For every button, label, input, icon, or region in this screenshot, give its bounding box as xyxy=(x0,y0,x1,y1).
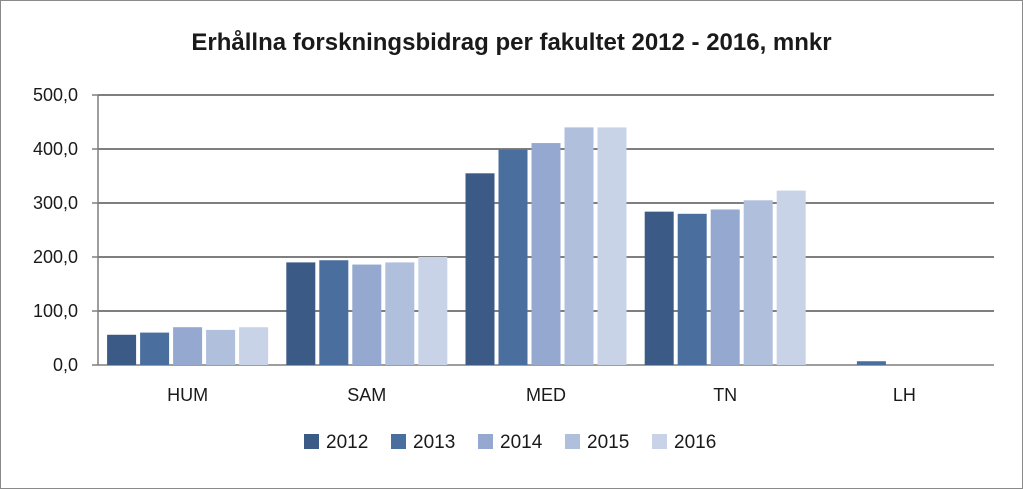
x-tick-label: SAM xyxy=(347,385,386,405)
legend-swatch xyxy=(565,434,580,449)
legend-swatch xyxy=(304,434,319,449)
bar-med-2015 xyxy=(564,127,594,366)
bar-sam-2016 xyxy=(418,257,448,365)
bar-sam-2015 xyxy=(385,262,415,365)
legend-label: 2013 xyxy=(413,432,455,453)
y-tick-label: 500,0 xyxy=(33,85,78,105)
bar-hum-2015 xyxy=(206,329,236,365)
bar-med-2016 xyxy=(597,127,627,366)
legend-label: 2012 xyxy=(326,432,368,453)
y-tick-label: 400,0 xyxy=(33,139,78,159)
bar-tn-2016 xyxy=(776,190,806,365)
legend-swatch xyxy=(391,434,406,449)
bar-tn-2015 xyxy=(743,200,773,365)
bar-lh-2013 xyxy=(856,361,886,365)
bar-tn-2012 xyxy=(644,211,674,365)
y-tick-label: 300,0 xyxy=(33,193,78,213)
bar-med-2014 xyxy=(531,143,561,365)
y-tick-label: 0,0 xyxy=(53,355,78,375)
legend-label: 2016 xyxy=(674,432,716,453)
chart-title: Erhållna forskningsbidrag per fakultet 2… xyxy=(191,29,832,56)
x-tick-label: MED xyxy=(526,385,566,405)
bar-sam-2014 xyxy=(352,264,382,365)
legend-swatch xyxy=(652,434,667,449)
legend-label: 2015 xyxy=(587,432,629,453)
bar-hum-2013 xyxy=(140,332,170,365)
x-tick-label: LH xyxy=(893,385,916,405)
bar-hum-2014 xyxy=(173,327,203,365)
bar-sam-2013 xyxy=(319,260,349,365)
bar-med-2013 xyxy=(498,149,528,365)
x-tick-label: TN xyxy=(713,385,737,405)
bar-hum-2012 xyxy=(107,334,137,365)
bar-sam-2012 xyxy=(286,262,316,365)
x-tick-label: HUM xyxy=(167,385,208,405)
legend-label: 2014 xyxy=(500,432,543,453)
y-tick-label: 200,0 xyxy=(33,247,78,267)
bar-tn-2013 xyxy=(677,213,707,365)
legend-swatch xyxy=(478,434,493,449)
bar-med-2012 xyxy=(465,173,495,365)
bar-tn-2014 xyxy=(710,209,740,365)
y-tick-label: 100,0 xyxy=(33,301,78,321)
bar-hum-2016 xyxy=(239,327,269,365)
